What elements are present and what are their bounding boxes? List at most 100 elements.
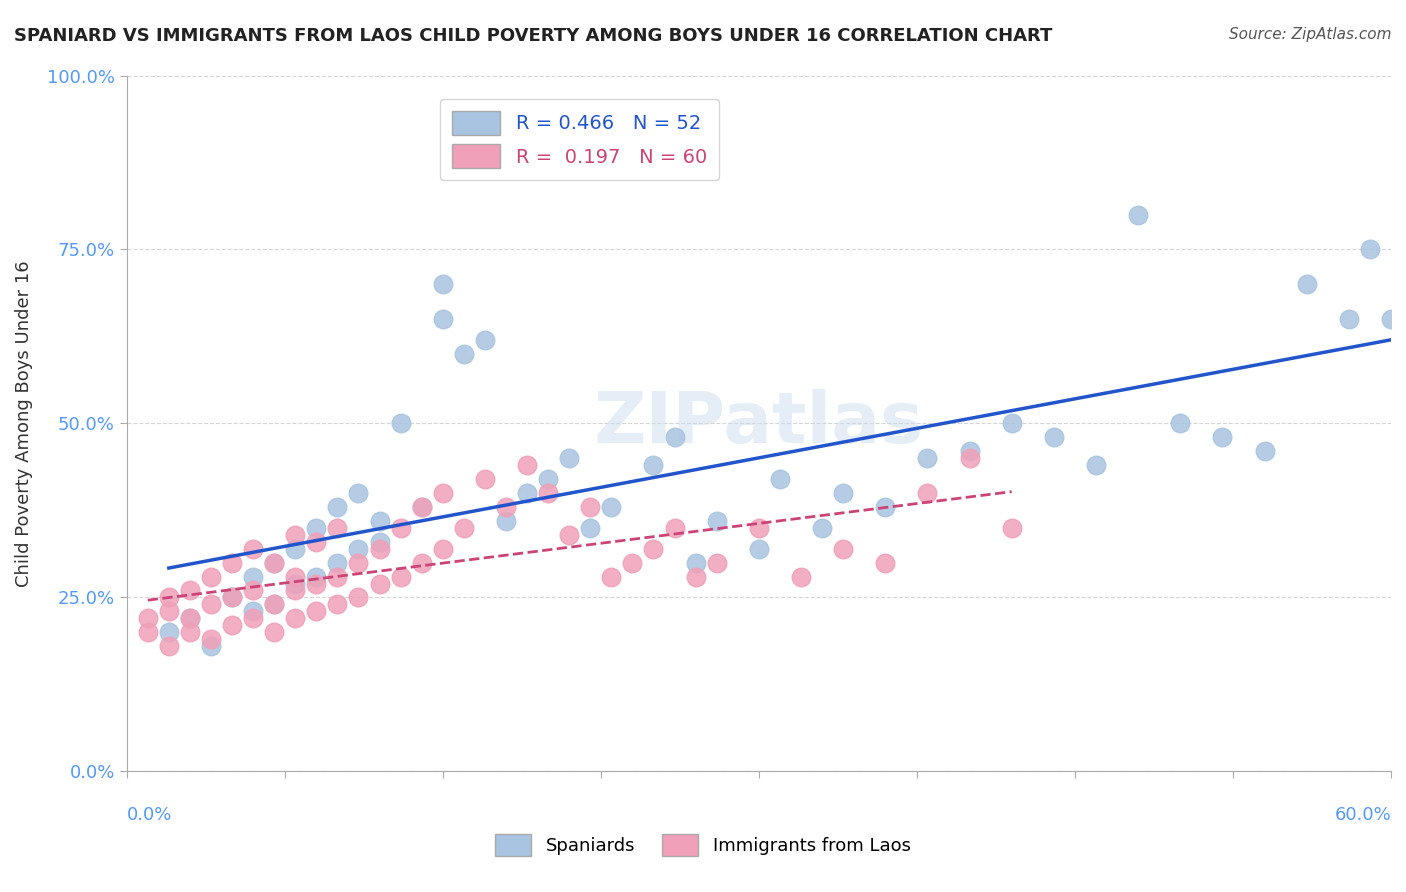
Point <box>305 604 328 618</box>
Text: 60.0%: 60.0% <box>1334 806 1391 824</box>
Point <box>326 598 349 612</box>
Point <box>389 417 412 431</box>
Point <box>959 451 981 466</box>
Point <box>157 604 180 618</box>
Point <box>326 556 349 570</box>
Point <box>284 541 307 556</box>
Point <box>558 451 581 466</box>
Point <box>284 583 307 598</box>
Point <box>600 569 623 583</box>
Point <box>179 625 201 640</box>
Point <box>389 569 412 583</box>
Point <box>432 486 454 500</box>
Point <box>242 611 264 625</box>
Point <box>179 611 201 625</box>
Text: Source: ZipAtlas.com: Source: ZipAtlas.com <box>1229 27 1392 42</box>
Point <box>179 583 201 598</box>
Point <box>432 541 454 556</box>
Point <box>326 500 349 514</box>
Point <box>706 514 728 528</box>
Point <box>284 528 307 542</box>
Point <box>453 347 475 361</box>
Point <box>411 500 433 514</box>
Point <box>516 458 538 473</box>
Point <box>242 583 264 598</box>
Point <box>579 521 602 535</box>
Point <box>579 500 602 514</box>
Point <box>495 514 517 528</box>
Point <box>685 556 707 570</box>
Point <box>157 625 180 640</box>
Point <box>1043 430 1066 444</box>
Point <box>769 472 792 486</box>
Point <box>537 472 560 486</box>
Point <box>305 569 328 583</box>
Point <box>221 591 243 605</box>
Point <box>284 576 307 591</box>
Legend: R = 0.466   N = 52, R =  0.197   N = 60: R = 0.466 N = 52, R = 0.197 N = 60 <box>440 99 718 179</box>
Point <box>643 458 665 473</box>
Point <box>748 521 770 535</box>
Point <box>495 500 517 514</box>
Point <box>664 521 686 535</box>
Point <box>347 486 370 500</box>
Point <box>664 430 686 444</box>
Point <box>432 312 454 326</box>
Point <box>1337 312 1360 326</box>
Point <box>706 556 728 570</box>
Point <box>179 611 201 625</box>
Point <box>917 486 939 500</box>
Point <box>347 591 370 605</box>
Point <box>1001 521 1024 535</box>
Point <box>1358 243 1381 257</box>
Point <box>305 576 328 591</box>
Point <box>1085 458 1108 473</box>
Point <box>136 611 159 625</box>
Point <box>368 534 391 549</box>
Point <box>242 604 264 618</box>
Point <box>1379 312 1402 326</box>
Point <box>136 625 159 640</box>
Point <box>685 569 707 583</box>
Point <box>263 556 285 570</box>
Point <box>284 569 307 583</box>
Point <box>875 500 897 514</box>
Point <box>411 556 433 570</box>
Point <box>263 598 285 612</box>
Point <box>1253 444 1275 458</box>
Point <box>453 521 475 535</box>
Text: 0.0%: 0.0% <box>127 806 172 824</box>
Point <box>621 556 644 570</box>
Point <box>368 576 391 591</box>
Point <box>959 444 981 458</box>
Point <box>200 598 222 612</box>
Point <box>1211 430 1233 444</box>
Point <box>221 556 243 570</box>
Point <box>432 277 454 292</box>
Point <box>200 632 222 647</box>
Point <box>326 521 349 535</box>
Point <box>263 556 285 570</box>
Point <box>643 541 665 556</box>
Y-axis label: Child Poverty Among Boys Under 16: Child Poverty Among Boys Under 16 <box>15 260 32 587</box>
Point <box>305 534 328 549</box>
Point <box>242 541 264 556</box>
Point <box>200 639 222 653</box>
Text: SPANIARD VS IMMIGRANTS FROM LAOS CHILD POVERTY AMONG BOYS UNDER 16 CORRELATION C: SPANIARD VS IMMIGRANTS FROM LAOS CHILD P… <box>14 27 1053 45</box>
Point <box>221 618 243 632</box>
Point <box>389 521 412 535</box>
Point <box>748 541 770 556</box>
Point <box>242 569 264 583</box>
Point <box>221 591 243 605</box>
Point <box>558 528 581 542</box>
Point <box>1126 208 1149 222</box>
Point <box>811 521 834 535</box>
Text: ZIPatlas: ZIPatlas <box>593 389 924 458</box>
Point <box>917 451 939 466</box>
Point <box>368 514 391 528</box>
Point <box>305 521 328 535</box>
Legend: Spaniards, Immigrants from Laos: Spaniards, Immigrants from Laos <box>486 825 920 865</box>
Point <box>326 569 349 583</box>
Point <box>284 611 307 625</box>
Point <box>537 486 560 500</box>
